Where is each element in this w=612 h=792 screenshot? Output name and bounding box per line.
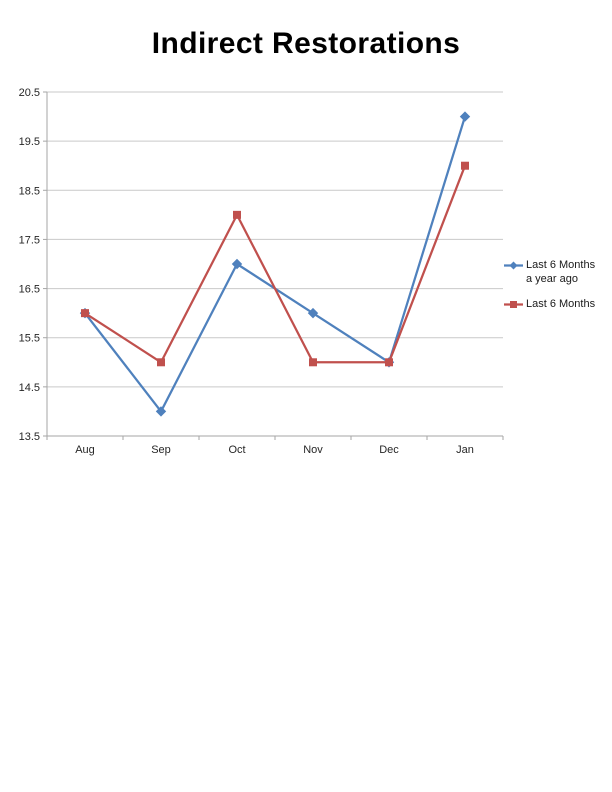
data-point-marker [157, 358, 165, 367]
data-point-marker [459, 111, 471, 122]
y-tick-label: 17.5 [19, 234, 40, 246]
chart-title: Indirect Restorations [151, 27, 461, 60]
x-tick-label: Jan [456, 444, 474, 456]
legend-item: Last 6 Months [504, 297, 595, 311]
legend-square-marker-icon [504, 301, 523, 308]
y-tick-label: 19.5 [19, 136, 40, 148]
x-tick-label: Nov [303, 444, 323, 456]
data-point-marker [307, 307, 319, 319]
data-point-marker [309, 358, 317, 367]
y-tick-label: 16.5 [19, 284, 40, 296]
data-point-marker [231, 258, 243, 270]
legend-label-line: a year ago [526, 273, 578, 285]
legend-label-line: Last 6 Months [526, 298, 596, 310]
legend-item: Last 6 Months a year ago [504, 258, 595, 286]
x-tick-label: Sep [151, 444, 171, 456]
series-line [83, 164, 467, 364]
x-tick-label: Oct [228, 444, 245, 456]
x-tick-label: Aug [75, 444, 95, 456]
legend-label: Last 6 Months [526, 297, 595, 311]
x-tick-label: Dec [379, 444, 399, 456]
y-tick-label: 20.5 [19, 87, 40, 99]
y-tick-label: 13.5 [19, 431, 40, 443]
series-line [83, 115, 467, 413]
data-point-marker [385, 358, 393, 367]
legend-diamond-marker-icon [504, 261, 523, 270]
y-tick-label: 15.5 [19, 333, 40, 345]
data-point-marker [81, 309, 89, 318]
y-tick-label: 14.5 [19, 382, 40, 394]
data-point-marker [461, 161, 469, 170]
legend-label-line: Last 6 Months [526, 259, 596, 271]
legend-label: Last 6 Months a year ago [526, 258, 595, 286]
data-point-marker [233, 210, 241, 219]
chart-legend: Last 6 Months a year ago Last 6 Months [504, 258, 595, 322]
data-point-marker [155, 406, 167, 417]
y-tick-label: 18.5 [19, 185, 40, 197]
